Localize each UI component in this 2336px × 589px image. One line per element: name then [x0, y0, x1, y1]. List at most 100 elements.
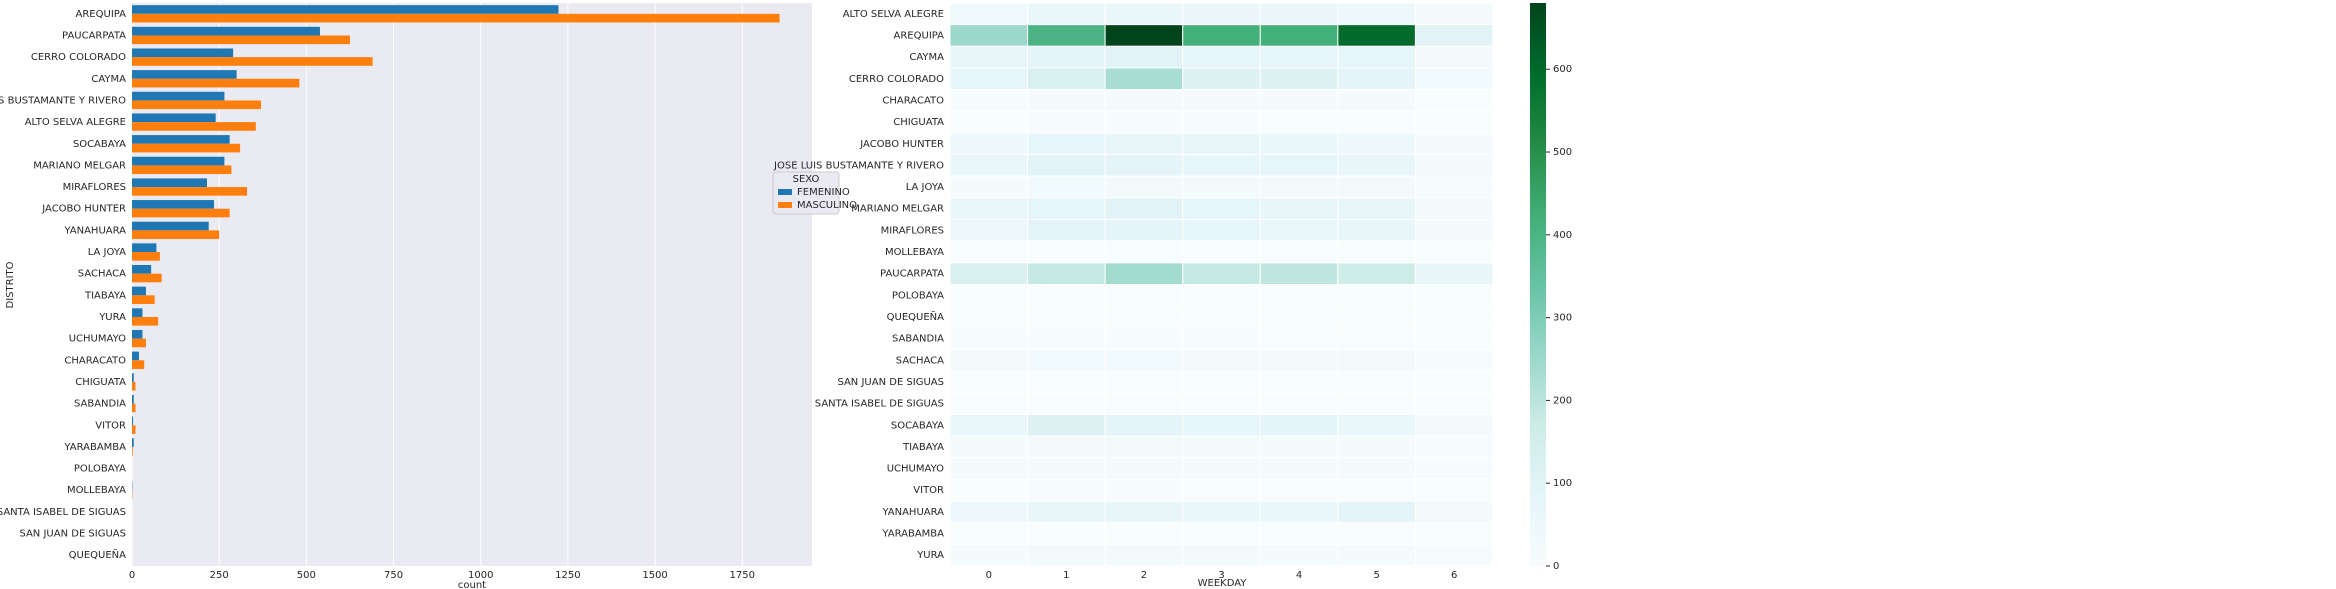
- bar: [132, 230, 220, 240]
- bar: [132, 165, 232, 175]
- heatmap-cell: [949, 132, 1029, 156]
- y-tick-label: YANAHUARA: [63, 225, 126, 236]
- heatmap-cell: [1027, 435, 1106, 459]
- heatmap-cell: [1259, 175, 1339, 199]
- heatmap-cell: [1259, 370, 1339, 394]
- heatmap-cell: [949, 219, 1029, 242]
- y-tick-label: VITOR: [95, 420, 126, 431]
- heatmap-cell: [1259, 435, 1339, 459]
- heatmap-cell: [1182, 543, 1261, 567]
- bar: [132, 373, 134, 382]
- heatmap-cell: [1259, 305, 1339, 329]
- colorbar-tick-label: 500: [1553, 147, 1572, 158]
- heatmap-cell: [949, 240, 1029, 264]
- y-tick-label: CHARACATO: [64, 355, 126, 366]
- heatmap-cell: [1027, 284, 1106, 307]
- heatmap-cell: [1027, 197, 1106, 221]
- y-tick-label: YANAHUARA: [881, 507, 944, 518]
- heatmap-cell: [1027, 522, 1106, 545]
- heatmap-cell: [1182, 110, 1261, 134]
- heatmap-cell: [1414, 500, 1494, 524]
- heatmap-cell: [949, 284, 1029, 307]
- y-tick-label: ALTO SELVA ALEGRE: [843, 9, 944, 20]
- heatmap-cell: [1414, 2, 1494, 26]
- heatmap-cell: [1027, 500, 1106, 524]
- bar: [132, 316, 159, 326]
- heatmap-cell: [1414, 305, 1494, 329]
- heatmap-cell: [949, 175, 1029, 199]
- bar: [132, 446, 133, 456]
- heatmap-cell: [1182, 67, 1261, 91]
- heatmap-cell: [1414, 110, 1494, 134]
- y-tick-label: LA JOYA: [906, 182, 944, 193]
- heatmap-cell: [1182, 219, 1261, 242]
- heatmap-cell: [1259, 500, 1339, 524]
- bar: [132, 35, 350, 45]
- heatmap-cell: [1259, 348, 1339, 372]
- bar: [132, 113, 216, 123]
- heatmap-cell: [1337, 67, 1416, 91]
- bar: [132, 351, 139, 361]
- heatmap-cell: [1182, 370, 1261, 394]
- y-tick-label: JACOBO HUNTER: [41, 204, 126, 215]
- bar: [132, 416, 134, 426]
- heatmap-cell: [1104, 110, 1184, 134]
- heatmap-cell: [1414, 522, 1494, 545]
- heatmap-cell: [1104, 89, 1184, 112]
- heatmap-cell: [949, 89, 1029, 112]
- y-tick-label: SACHACA: [896, 355, 944, 366]
- heatmap-cell: [1337, 370, 1416, 394]
- bar: [132, 100, 262, 110]
- heatmap-cell: [1259, 327, 1339, 350]
- bar: [132, 286, 146, 296]
- heatmap-cell: [1027, 67, 1106, 91]
- heatmap-cell: [1104, 67, 1184, 91]
- heatmap-cell: [949, 45, 1029, 69]
- heatmap-cell: [1182, 457, 1261, 480]
- heatmap-cell: [1027, 348, 1106, 372]
- y-tick-label: YARABAMBA: [63, 442, 126, 453]
- heatmap-cell: [1104, 392, 1184, 415]
- heatmap-cell: [1337, 175, 1416, 199]
- x-tick-label: 500: [297, 570, 316, 581]
- heatmap-cell: [1337, 262, 1416, 286]
- bar: [132, 252, 160, 261]
- heatmap-cell: [1259, 89, 1339, 112]
- heatmap-cell: [1182, 478, 1261, 502]
- bar: [132, 425, 136, 434]
- y-tick-label: POLOBAYA: [74, 464, 126, 475]
- y-tick-label: JOSE LUIS BUSTAMANTE Y RIVERO: [773, 160, 944, 171]
- heatmap-cell: [1259, 45, 1339, 69]
- heatmap-cell: [1259, 392, 1339, 415]
- y-tick-label: SACHACA: [78, 269, 126, 280]
- heatmap-cell: [1259, 24, 1339, 47]
- heatmap-cell: [1337, 154, 1416, 177]
- y-tick-label: ALTO SELVA ALEGRE: [25, 117, 126, 128]
- heatmap-cell: [1104, 175, 1184, 199]
- heatmap-cell: [1414, 478, 1494, 502]
- x-tick-label: 3: [1218, 570, 1224, 581]
- heatmap-cell: [1414, 45, 1494, 69]
- bar: [132, 70, 237, 79]
- bar: [132, 178, 207, 188]
- heatmap-cell: [1414, 197, 1494, 221]
- y-tick-label: POLOBAYA: [892, 290, 944, 301]
- heatmap-cell: [1414, 457, 1494, 480]
- heatmap-cell: [1337, 522, 1416, 545]
- heatmap-cell: [1182, 413, 1261, 437]
- heatmap-cell: [1104, 370, 1184, 394]
- legend-label: MASCULINO: [797, 200, 857, 211]
- heatmap-cell: [1182, 132, 1261, 156]
- heatmap-cell: [1259, 197, 1339, 221]
- bar: [132, 295, 155, 304]
- heatmap-cell: [949, 500, 1029, 524]
- heatmap-cell: [1104, 2, 1184, 26]
- heatmap-cell: [1259, 219, 1339, 242]
- heatmap-cell: [1337, 45, 1416, 69]
- y-tick-label: JACOBO HUNTER: [859, 139, 944, 150]
- heatmap-cell: [1414, 543, 1494, 567]
- heatmap-cell: [1414, 154, 1494, 177]
- heatmap-cell: [1182, 305, 1261, 329]
- y-tick-label: TIABAYA: [84, 290, 126, 301]
- bar: [132, 5, 559, 14]
